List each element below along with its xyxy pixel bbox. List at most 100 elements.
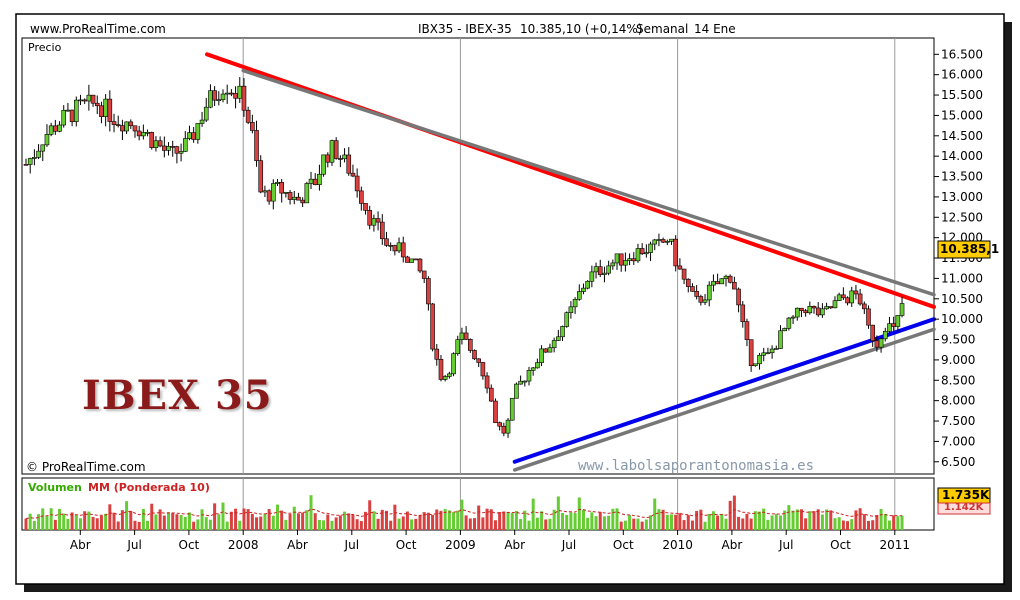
volume-bar [615, 508, 619, 530]
candle-body [149, 132, 155, 148]
volume-bar [820, 514, 824, 530]
volume-bar [871, 520, 875, 530]
volume-bar [472, 518, 476, 530]
volume-bar [326, 514, 330, 530]
volume-bar [313, 513, 317, 530]
candle-body [291, 196, 297, 200]
volume-bar [690, 520, 694, 530]
volume-bar [418, 515, 422, 530]
volume-bar [384, 510, 388, 530]
candle-body [522, 380, 528, 383]
y-tick-label: 13.000 [941, 190, 983, 204]
candle-body [182, 138, 188, 152]
candle-body [438, 359, 444, 380]
candle-body [480, 362, 486, 377]
volume-bar [791, 510, 795, 530]
candle-body [170, 146, 176, 148]
volume-bar [452, 512, 456, 530]
volume-bar [519, 519, 523, 530]
candle-body [488, 387, 494, 402]
candle-body [681, 268, 687, 280]
candle-body [794, 307, 800, 318]
candle-body [157, 140, 163, 147]
candle-body [262, 190, 268, 193]
candle-body [325, 154, 331, 163]
y-tick-label: 8.000 [941, 394, 975, 408]
y-tick-label: 16.500 [941, 47, 983, 61]
volume-bar [146, 520, 150, 530]
candle-body [585, 280, 590, 289]
candle-body [551, 340, 557, 349]
volume-bar [443, 509, 447, 530]
volume-bar [879, 508, 883, 530]
candle-body [836, 294, 842, 301]
volume-bar [120, 510, 124, 530]
candle-body [396, 242, 402, 252]
volume-bar [225, 521, 229, 530]
candlesticks [23, 77, 905, 438]
volume-bar [762, 508, 766, 530]
volume-bar [703, 521, 707, 530]
y-tick-label: 12.500 [941, 210, 983, 224]
volume-bar [87, 511, 91, 530]
volume-bar [544, 519, 548, 530]
candle-body [128, 121, 134, 127]
volume-bar [581, 509, 585, 530]
volume-bar [204, 517, 208, 530]
volume-bar [523, 510, 527, 530]
volume-bar [208, 519, 212, 530]
candle-body [723, 275, 729, 279]
candle-body [644, 252, 649, 255]
volume-bar [275, 504, 279, 530]
volume-bar [628, 515, 632, 530]
volume-bar [338, 515, 342, 530]
date-label: 14 Ene [694, 22, 736, 36]
volume-bar [749, 518, 753, 530]
volume-bar [468, 518, 472, 530]
candle-body [799, 307, 804, 312]
candle-body [53, 125, 58, 132]
website-label[interactable]: www.labolsaporantonomasia.es [578, 458, 815, 474]
volume-bar [288, 514, 292, 530]
volume-bar [66, 518, 70, 530]
volume-bar [498, 512, 502, 530]
volume-bar [577, 497, 581, 530]
volume-bar [456, 510, 460, 530]
volume-bar [154, 514, 158, 530]
candle-body [455, 339, 461, 355]
trendline-channel [241, 68, 936, 297]
volume-bar [825, 509, 829, 530]
candle-body [48, 125, 54, 135]
volume-bar [28, 513, 32, 530]
volume-bar [883, 513, 887, 530]
candle-body [572, 298, 578, 308]
volume-bar [741, 518, 745, 530]
candle-body [820, 308, 825, 316]
volume-bar [841, 520, 845, 530]
candle-body [166, 146, 171, 151]
candle-body [652, 239, 658, 245]
x-tick-label: 2008 [228, 538, 259, 552]
y-tick-label: 16.000 [941, 68, 983, 82]
last-value: 10.385,1 [940, 242, 1000, 256]
candle-body [388, 245, 393, 247]
volume-bar [846, 521, 850, 530]
site-label[interactable]: www.ProRealTime.com [30, 22, 166, 36]
candle-body [832, 300, 838, 309]
candle-body [275, 182, 280, 184]
candle-body [317, 173, 322, 185]
volume-bar [728, 500, 732, 530]
volume-bar [292, 506, 296, 530]
volume-bar [464, 515, 468, 530]
candle-body [417, 258, 423, 272]
candle-body [514, 383, 519, 399]
volume-bar [670, 514, 674, 530]
x-tick-label: Jul [344, 538, 359, 552]
candle-body [36, 150, 41, 158]
candle-body [115, 124, 121, 126]
volume-bar [665, 514, 669, 530]
candle-body [258, 160, 264, 193]
volume-bar [70, 512, 74, 530]
candle-body [715, 281, 720, 285]
volume-bar [682, 520, 686, 530]
